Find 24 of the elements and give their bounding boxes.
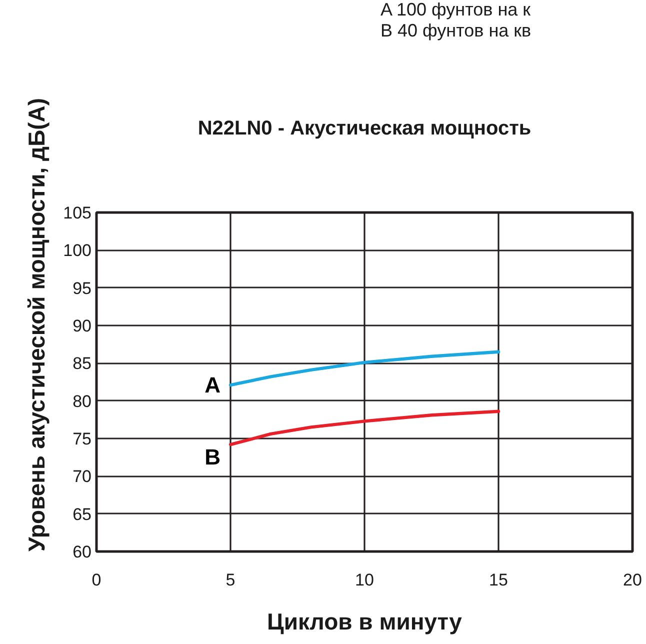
line-series [228, 350, 500, 387]
x-tick-label: 10 [355, 570, 374, 590]
y-tick-label: 70 [72, 467, 92, 486]
text: A 100 фунтов на к [380, 0, 531, 20]
y-tick-label: 85 [72, 354, 92, 374]
x-tick-label: 20 [623, 570, 642, 590]
y-tick-label: 65 [72, 504, 92, 524]
x-axis-title: Циклов в минуту [267, 608, 462, 634]
line-series [228, 410, 500, 446]
y-tick-label: 80 [72, 392, 92, 411]
chart-title: N22LN0 - Акустическая мощность [198, 118, 532, 140]
y-tick-label: 95 [72, 278, 92, 298]
series-label: A [204, 372, 221, 398]
y-tick-label: 100 [63, 241, 92, 260]
series-label: B [204, 444, 221, 470]
y-tick-label: 105 [63, 204, 92, 222]
y-tick-label: 90 [72, 316, 92, 336]
x-tick-label: 0 [92, 570, 102, 590]
text: B 40 фунтов на кв [380, 20, 532, 40]
x-tick-label: 5 [226, 570, 236, 590]
y-axis-title: Уровень акустической мощности, дБ(А) [24, 98, 50, 552]
y-tick-label: 60 [72, 542, 92, 562]
y-tick-label: 75 [72, 430, 92, 448]
x-tick-label: 15 [489, 570, 508, 590]
